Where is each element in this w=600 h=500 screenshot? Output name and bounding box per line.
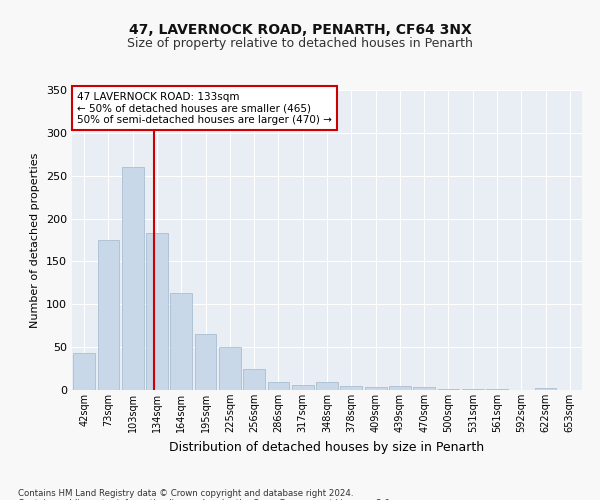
Bar <box>437 389 460 390</box>
Bar <box>365 386 386 390</box>
Bar <box>316 382 338 390</box>
Bar <box>122 167 143 390</box>
Bar <box>268 382 289 390</box>
Bar <box>194 334 217 390</box>
Bar <box>170 293 192 390</box>
Y-axis label: Number of detached properties: Number of detached properties <box>31 152 40 328</box>
Bar <box>389 386 411 390</box>
Bar <box>535 388 556 390</box>
Bar <box>462 389 484 390</box>
Bar <box>73 353 95 390</box>
Bar <box>292 385 314 390</box>
Bar <box>486 389 508 390</box>
Text: 47 LAVERNOCK ROAD: 133sqm
← 50% of detached houses are smaller (465)
50% of semi: 47 LAVERNOCK ROAD: 133sqm ← 50% of detac… <box>77 92 332 124</box>
Bar <box>243 368 265 390</box>
Text: 47, LAVERNOCK ROAD, PENARTH, CF64 3NX: 47, LAVERNOCK ROAD, PENARTH, CF64 3NX <box>128 22 472 36</box>
Bar <box>97 240 119 390</box>
Bar <box>219 347 241 390</box>
Text: Contains HM Land Registry data © Crown copyright and database right 2024.: Contains HM Land Registry data © Crown c… <box>18 488 353 498</box>
Bar <box>413 388 435 390</box>
Text: Contains public sector information licensed under the Open Government Licence v3: Contains public sector information licen… <box>18 498 392 500</box>
X-axis label: Distribution of detached houses by size in Penarth: Distribution of detached houses by size … <box>169 440 485 454</box>
Bar <box>340 386 362 390</box>
Bar <box>146 233 168 390</box>
Text: Size of property relative to detached houses in Penarth: Size of property relative to detached ho… <box>127 38 473 51</box>
